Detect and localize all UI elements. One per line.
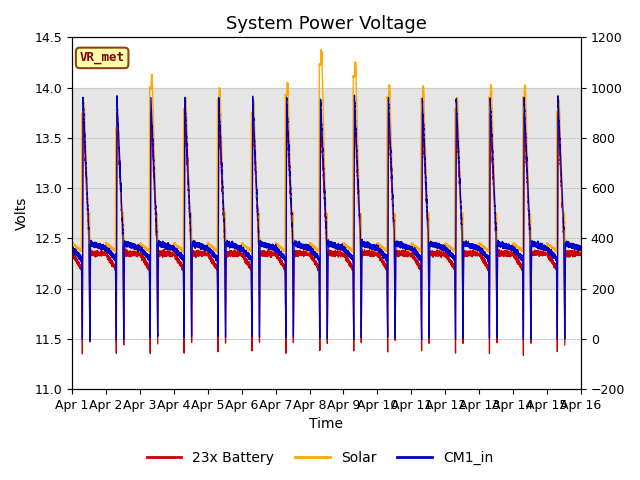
CM1_in (525, 192, 532, 198)
23x Battery (570, 252, 578, 258)
Solar (393, 239, 401, 244)
Line: Solar: Solar (72, 49, 581, 252)
23x Battery (297, 249, 305, 254)
Solar (68, 241, 76, 247)
CM1_in (297, 243, 305, 249)
Legend: 23x Battery, Solar, CM1_in: 23x Battery, Solar, CM1_in (141, 445, 499, 471)
CM1_in (68, 246, 76, 252)
Solar (576, 247, 584, 253)
Bar (72, 87, 581, 288)
23x Battery (393, 251, 401, 257)
Title: System Power Voltage: System Power Voltage (226, 15, 427, 33)
23x Battery (525, 205, 532, 211)
CM1_in (393, 239, 401, 244)
CM1_in (511, 246, 518, 252)
23x Battery (215, 107, 223, 112)
Y-axis label: Volts: Volts (15, 196, 29, 230)
23x Battery (510, 252, 518, 258)
Line: 23x Battery: 23x Battery (72, 109, 581, 355)
CM1_in (351, 92, 358, 98)
Solar (577, 249, 585, 254)
Solar (511, 242, 518, 248)
Solar (237, 249, 245, 255)
CM1_in (576, 244, 584, 250)
CM1_in (570, 244, 578, 250)
Text: VR_met: VR_met (79, 51, 125, 64)
23x Battery (68, 249, 76, 254)
Solar (297, 244, 305, 250)
Solar (317, 47, 325, 52)
23x Battery (577, 251, 585, 257)
CM1_in (86, 338, 93, 344)
23x Battery (576, 252, 584, 258)
X-axis label: Time: Time (310, 418, 344, 432)
23x Battery (520, 352, 527, 358)
Solar (570, 244, 578, 250)
Line: CM1_in: CM1_in (72, 95, 581, 341)
CM1_in (577, 245, 585, 251)
Solar (525, 188, 532, 194)
